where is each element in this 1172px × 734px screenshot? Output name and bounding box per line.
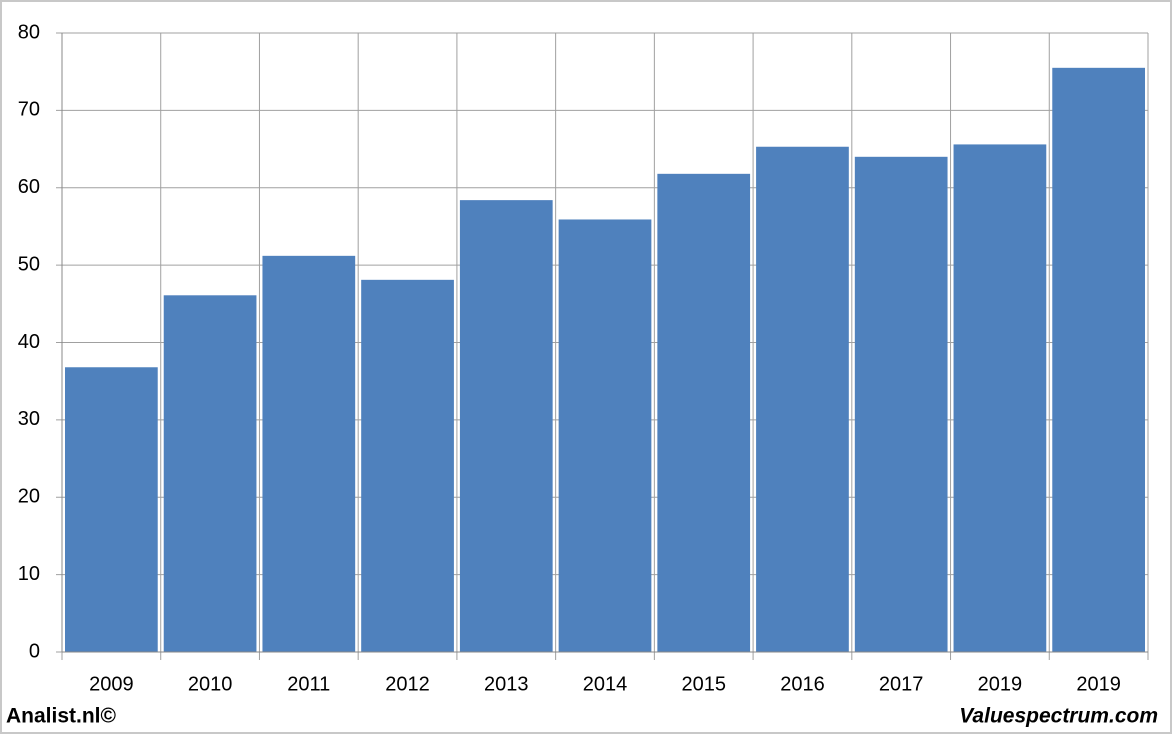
x-tick-label: 2014 [583, 673, 628, 695]
y-tick-label: 0 [29, 640, 40, 662]
bar [361, 279, 454, 652]
bar [65, 367, 158, 652]
y-tick-label: 80 [18, 21, 40, 43]
x-tick-label: 2013 [484, 673, 529, 695]
bar [657, 173, 751, 652]
x-tick-label: 2015 [681, 673, 726, 695]
x-tick-label: 2019 [1076, 673, 1121, 695]
x-tick-label: 2017 [879, 673, 924, 695]
bar [756, 146, 849, 652]
footer-right: Valuespectrum.com [959, 705, 1158, 728]
bar [854, 156, 948, 653]
bar [953, 144, 1047, 653]
y-tick-label: 60 [18, 176, 40, 198]
bar [558, 219, 652, 652]
y-tick-label: 70 [18, 99, 40, 121]
bar [459, 200, 553, 652]
x-tick-label: 2012 [385, 673, 430, 695]
footer-left: Analist.nl© [6, 705, 117, 728]
x-tick-label: 2011 [287, 673, 330, 695]
y-tick-label: 20 [18, 486, 40, 508]
y-tick-label: 30 [18, 408, 40, 430]
bar [163, 295, 257, 652]
bar [262, 255, 356, 652]
x-tick-label: 2016 [780, 673, 825, 695]
x-tick-label: 2009 [89, 673, 134, 695]
y-tick-label: 10 [18, 563, 40, 585]
x-tick-label: 2019 [978, 673, 1023, 695]
bar [1052, 67, 1145, 653]
x-tick-label: 2010 [188, 673, 233, 695]
y-tick-label: 40 [18, 331, 40, 353]
y-tick-label: 50 [18, 253, 40, 275]
